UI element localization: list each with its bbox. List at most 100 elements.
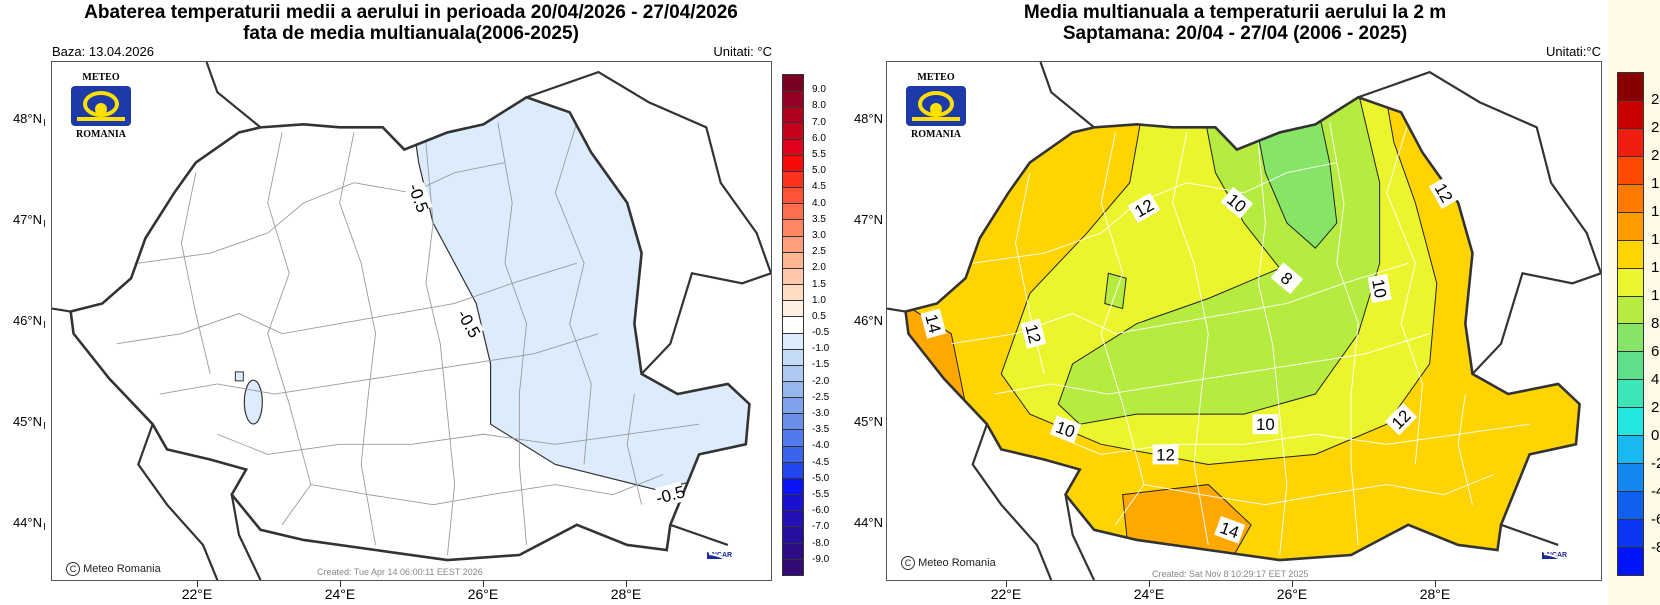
colorbar-swatch	[1618, 156, 1643, 185]
contour-label-bg	[404, 182, 433, 214]
country-border	[1064, 494, 1096, 580]
colorbar-label: -5.5	[812, 489, 830, 501]
colorbar-label: -1.0	[812, 343, 830, 355]
colorbar-label: 4.5	[812, 181, 826, 193]
colorbar-label: 3.0	[812, 229, 826, 241]
colorbar-label: -4.0	[812, 440, 830, 452]
colorbar-label: -3.5	[812, 424, 830, 436]
logo-top-text: METEO	[917, 72, 955, 83]
contour-label-bg	[1428, 176, 1459, 209]
lat-label: 45°N	[853, 414, 883, 429]
contour-label-bg	[1127, 192, 1161, 224]
colorbar-swatch	[783, 333, 803, 350]
colorbar-swatch	[1618, 73, 1643, 101]
copyright-icon: C	[901, 556, 915, 570]
colorbar-swatch	[1618, 296, 1643, 325]
county-border	[217, 423, 700, 455]
romania-border	[904, 95, 1581, 562]
ncar-logo-icon	[1542, 552, 1563, 559]
ncar-text: NCAR	[711, 552, 733, 559]
colorbar-label: 12	[1651, 259, 1660, 276]
colorbar-label: 3.5	[812, 213, 826, 225]
contour-label: 8	[1270, 262, 1304, 295]
colorbar-swatch	[783, 268, 803, 286]
contour-label-bg	[1367, 273, 1392, 303]
colorbar-label: -6.0	[812, 505, 830, 517]
colorbar-swatch	[783, 559, 803, 575]
colorbar-label: 10	[1651, 287, 1660, 304]
colorbar-swatch	[783, 527, 803, 544]
colorbar-swatch	[1618, 436, 1643, 465]
contour-label-bg	[453, 307, 485, 340]
colorbar-swatch	[783, 252, 803, 269]
right-created: Created: Sat Nov 8 10:29:17 EET 2025	[1152, 569, 1309, 579]
lon-tick	[1006, 580, 1007, 587]
ncar-logo: NCAR	[707, 552, 737, 559]
colorbar-swatch	[1618, 100, 1643, 129]
contour-label-bg	[1020, 318, 1047, 349]
colorbar-swatch	[783, 155, 803, 172]
county-border	[180, 172, 211, 374]
right-title-line1: Media multianuala a temperaturii aerului…	[1023, 2, 1447, 23]
romania-border	[69, 95, 751, 562]
colorbar-swatch	[1618, 184, 1643, 213]
colorbar-label: -3.0	[812, 408, 830, 420]
lon-tick	[1435, 580, 1436, 587]
left-title-line1: Abaterea temperaturii medii a aerului in…	[84, 2, 738, 23]
lat-tick	[44, 523, 45, 530]
country-border	[1357, 70, 1601, 274]
colorbar-label: -5.0	[812, 472, 830, 484]
colorbar-label: 2.5	[812, 246, 826, 258]
county-border	[1386, 122, 1423, 465]
contour-label: 12	[1020, 318, 1047, 349]
lat-tick	[44, 422, 45, 429]
colorbar-label: -6	[1651, 511, 1660, 528]
county-border	[339, 132, 377, 546]
colorbar-label: -8.0	[812, 537, 830, 549]
contour-label: 10	[1252, 414, 1279, 435]
contour-label-bg	[1270, 262, 1304, 295]
right-colorbar	[1617, 72, 1644, 576]
lon-tick	[197, 580, 198, 587]
meteo-romania-logo: METEO ROMANIA	[62, 72, 140, 140]
colorbar-label: 14	[1651, 231, 1660, 248]
county-border	[281, 474, 664, 526]
contour-label-bg	[1152, 444, 1179, 465]
lon-tick	[1292, 580, 1293, 587]
colorbar-swatch	[783, 414, 803, 431]
lat-label: 47°N	[853, 212, 883, 227]
colorbar-swatch	[1618, 408, 1643, 437]
lat-tick	[44, 119, 45, 126]
contour-label: -0.5	[404, 181, 433, 215]
lat-label: 47°N	[12, 212, 42, 227]
ncar-text: NCAR	[1546, 552, 1568, 559]
left-map-svg: -0.5-0.5-0.5	[52, 62, 771, 580]
colorbar-label: -1.5	[812, 359, 830, 371]
colorbar-label: 20	[1651, 147, 1660, 164]
colorbar-label: 16	[1651, 203, 1660, 220]
county-border	[554, 122, 592, 465]
colorbar-swatch	[1618, 240, 1643, 269]
county-border	[626, 393, 643, 505]
left-credit: C Meteo Romania	[66, 562, 161, 576]
colorbar-label: 22	[1651, 119, 1660, 136]
colorbar-swatch	[783, 365, 803, 382]
contour-label-text: 10	[1256, 415, 1275, 434]
county-border	[116, 262, 578, 345]
band-8-10-small	[1104, 272, 1127, 310]
lon-tick	[1149, 580, 1150, 587]
colorbar-swatch	[1618, 492, 1643, 520]
county-border	[267, 132, 312, 485]
contour-label-bg	[1252, 414, 1279, 435]
country-border	[52, 307, 71, 313]
contour-label: 10	[1367, 273, 1392, 303]
lat-label: 44°N	[853, 515, 883, 530]
colorbar-swatch	[783, 446, 803, 463]
colorbar-label: -2	[1651, 455, 1660, 472]
contour-label-text: 14	[921, 312, 944, 335]
colorbar-label: 5.0	[812, 165, 826, 177]
colorbar-swatch	[783, 171, 803, 189]
colorbar-swatch	[783, 478, 803, 496]
contour-label-text: 12	[1021, 322, 1044, 345]
